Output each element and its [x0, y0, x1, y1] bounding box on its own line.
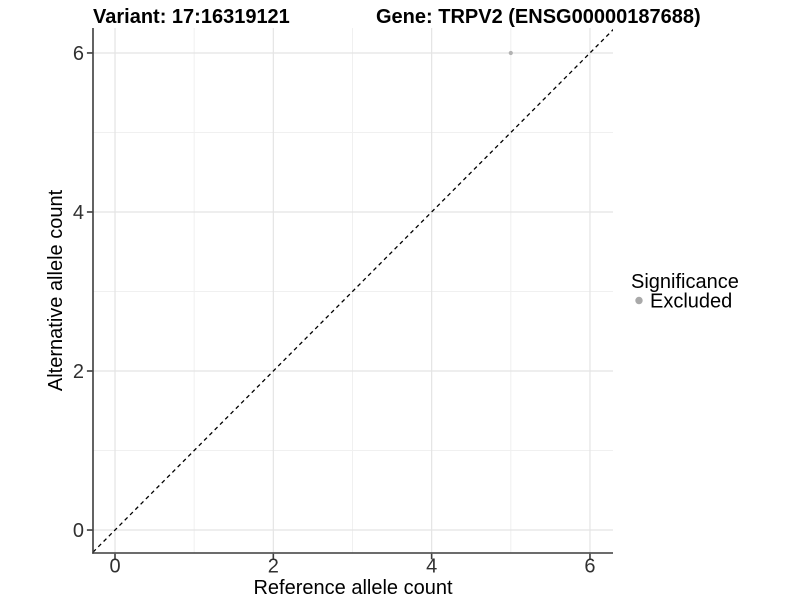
y-tick-label: 6 — [73, 43, 84, 65]
data-points — [508, 50, 513, 56]
y-axis-tick-labels: 0 2 4 6 — [73, 43, 84, 542]
x-tick-label: 4 — [426, 556, 437, 578]
identity-line-group — [93, 28, 613, 553]
y-tick-label: 2 — [73, 361, 84, 383]
y-tick-label: 4 — [73, 202, 84, 224]
plot-panel — [93, 28, 613, 553]
gene-title: Gene: TRPV2 (ENSG00000187688) — [376, 6, 701, 28]
variant-title: Variant: 17:16319121 — [93, 6, 290, 28]
legend-key-excluded-icon — [635, 296, 643, 305]
major-gridlines — [93, 28, 613, 553]
data-point — [508, 50, 513, 56]
identity-line — [93, 28, 613, 553]
x-axis-ticks — [114, 553, 591, 560]
y-axis-ticks — [86, 52, 93, 531]
legend-label-excluded: Excluded — [650, 291, 732, 313]
legend: Significance Excluded — [631, 271, 739, 313]
x-axis-tick-labels: 0 2 4 6 — [109, 556, 595, 578]
y-tick-label: 0 — [73, 520, 84, 542]
x-axis-title: Reference allele count — [253, 577, 452, 599]
y-axis-title: Alternative allele count — [45, 189, 67, 391]
legend-title: Significance — [631, 271, 739, 293]
x-tick-label: 6 — [584, 556, 595, 578]
x-tick-label: 0 — [109, 556, 120, 578]
x-tick-label: 2 — [268, 556, 279, 578]
